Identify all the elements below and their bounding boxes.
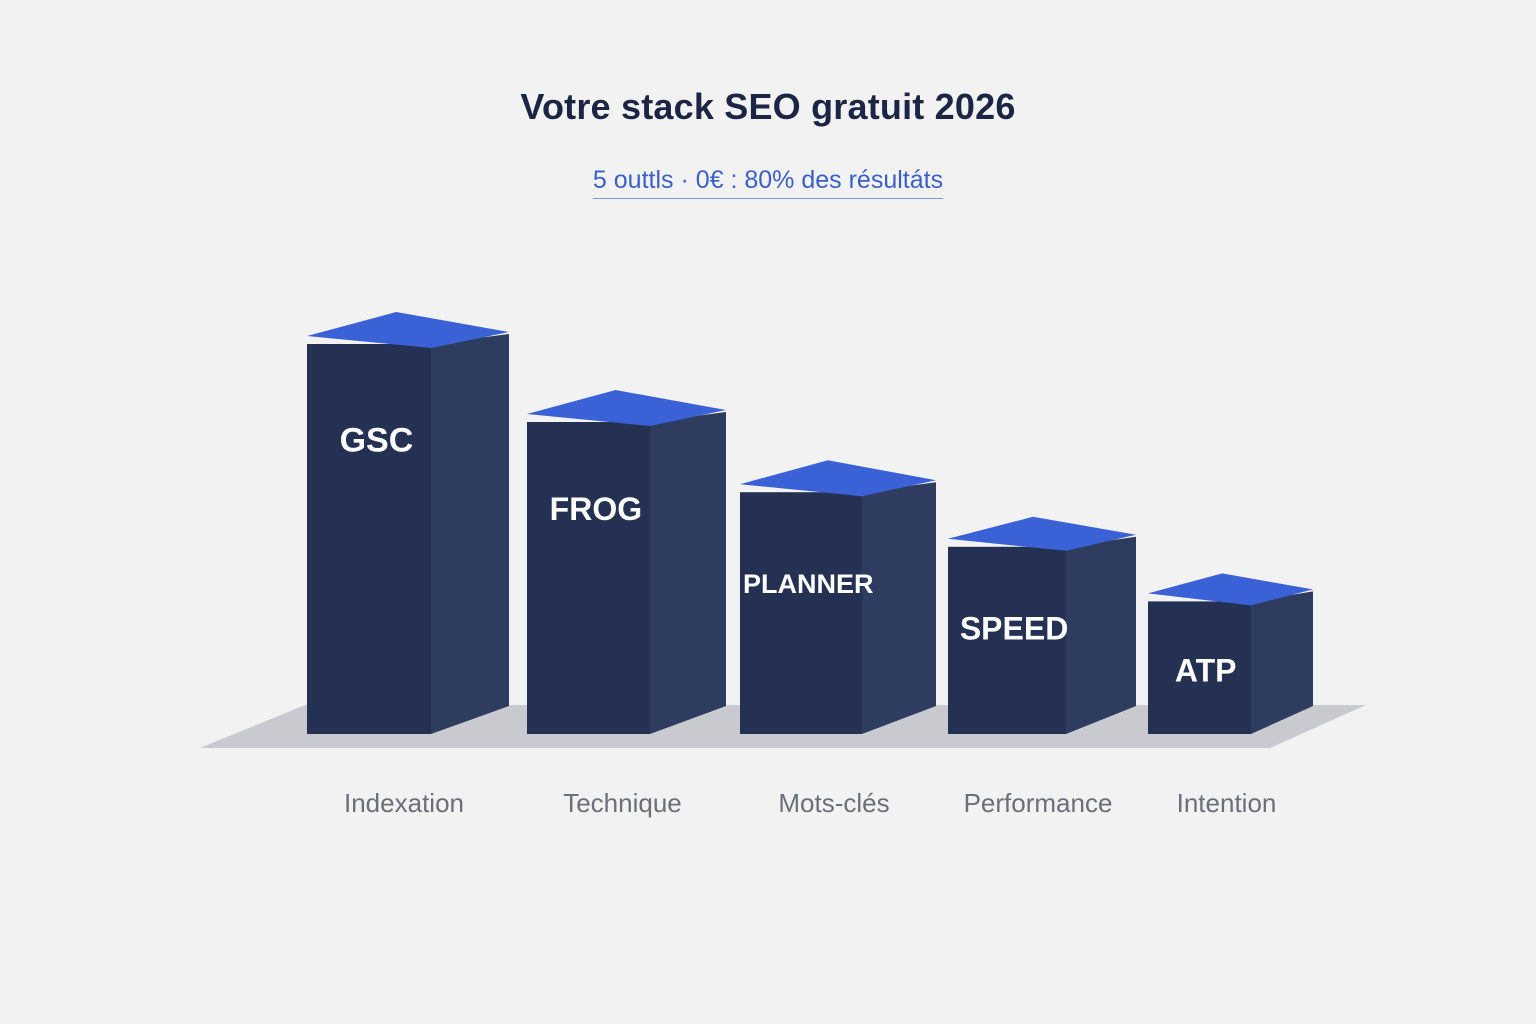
category-label: Intention xyxy=(1177,788,1277,818)
category-label: Indexation xyxy=(344,788,464,818)
bar-side xyxy=(862,482,936,734)
bar-side xyxy=(1251,591,1313,734)
bar-1: GSC xyxy=(307,312,509,734)
bar-label: PLANNER xyxy=(743,569,874,599)
bar-front xyxy=(740,492,862,734)
bar-label: SPEED xyxy=(960,610,1068,646)
bar-2: FROG xyxy=(527,390,726,734)
bar-front xyxy=(1148,601,1251,734)
bar-3: PLANNER xyxy=(740,460,936,734)
category-label: Mots-clés xyxy=(778,788,889,818)
bar-side xyxy=(650,412,726,734)
bar-label: ATP xyxy=(1175,653,1237,689)
chart-title: Votre stack SEO gratuit 2026 xyxy=(520,86,1016,127)
bar-5: ATP xyxy=(1148,573,1313,734)
bar-front xyxy=(948,546,1066,734)
bar-top xyxy=(307,312,509,348)
chart-subtitle: 5 outtls · 0€ : 80% des résultáts xyxy=(592,166,944,199)
bar-front xyxy=(307,344,431,734)
bar-top xyxy=(948,516,1136,551)
bar-4: SPEED xyxy=(948,516,1136,734)
bar-top xyxy=(1148,573,1313,606)
bar-label: FROG xyxy=(550,491,642,527)
bar-side xyxy=(1066,536,1136,734)
category-label: Technique xyxy=(563,788,682,818)
bar-label: GSC xyxy=(340,422,414,460)
bar-top xyxy=(527,390,726,426)
bar-top xyxy=(740,460,936,497)
category-label: Performance xyxy=(964,788,1113,818)
bar-side xyxy=(431,334,509,734)
bar-front xyxy=(527,422,650,734)
